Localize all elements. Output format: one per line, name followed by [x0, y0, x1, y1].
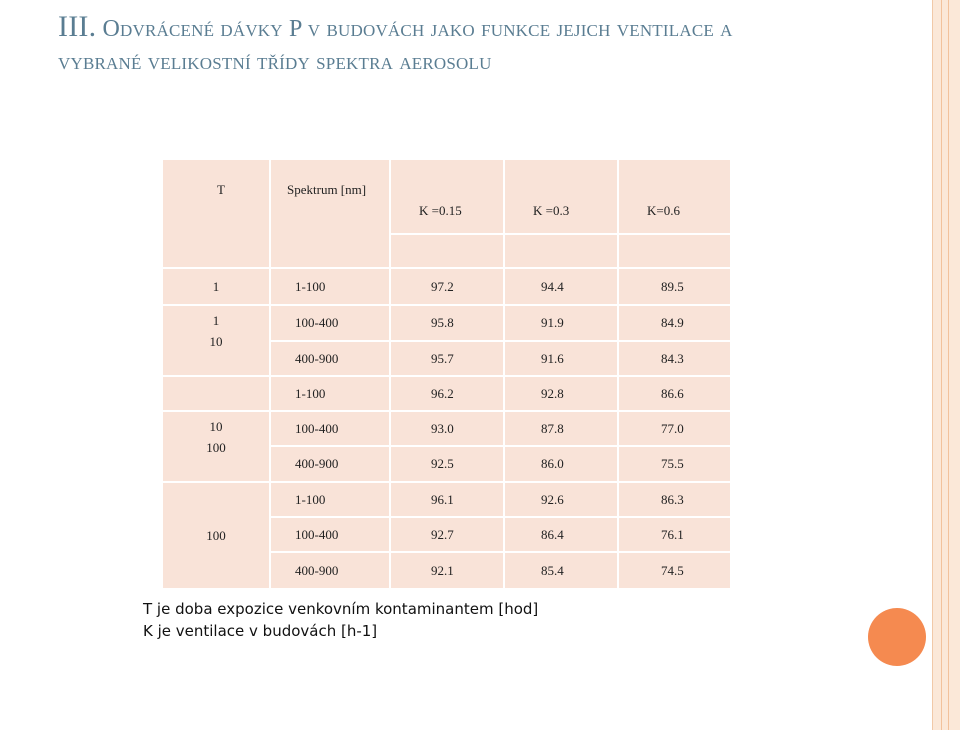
t-label: 1 10 — [161, 304, 271, 377]
value-cell: 89.5 — [617, 267, 732, 306]
t-label: 10 100 — [161, 410, 271, 483]
spacer-cell — [617, 233, 732, 269]
t-label: 100 — [161, 481, 271, 590]
slide-title: III. Odvrácené dávky P v budovách jako f… — [58, 10, 818, 79]
right-decorative-stripe — [932, 0, 960, 730]
table-header-row: T Spektrum [nm] K =0.15 K =0.3 K=0.6 — [161, 158, 732, 269]
value-cell: 97.2 — [389, 267, 505, 306]
spacer-cell — [389, 233, 505, 269]
footnote: T je doba expozice venkovním kontaminant… — [143, 598, 538, 642]
spectrum-cell: 1-100 — [269, 375, 391, 412]
value-cell: 86.0 — [503, 445, 619, 483]
header-k-06: K=0.6 — [617, 158, 732, 235]
table-spacer-row — [162, 233, 732, 269]
value-cell: 92.5 — [389, 445, 505, 483]
value-cell: 75.5 — [617, 445, 732, 483]
spectrum-cell: 100-400 — [269, 516, 391, 553]
value-cell: 96.2 — [389, 375, 505, 412]
value-cell: 86.3 — [617, 481, 732, 518]
dose-table-body: T Spektrum [nm] K =0.15 K =0.3 K=0.6 1 1… — [161, 158, 732, 590]
table-row: 1 10 100-400 95.8 91.9 84.9 — [161, 304, 732, 377]
slide-title-text: Odvrácené dávky P v budovách jako funkce… — [58, 16, 733, 75]
table-row: 400-900 92.1 85.4 74.5 — [162, 551, 732, 590]
value-cell: 93.0 — [389, 410, 505, 447]
table-row: 400-900 95.7 91.6 84.3 — [162, 340, 732, 377]
accent-circle — [868, 608, 926, 666]
header-spectrum: Spektrum [nm] — [269, 158, 391, 269]
spectrum-cell: 100-400 — [269, 304, 391, 342]
table-row: 1 1-100 97.2 94.4 89.5 — [161, 267, 732, 306]
value-cell: 87.8 — [503, 410, 619, 447]
table-row: 1-100 96.2 92.8 86.6 — [161, 375, 732, 412]
spectrum-cell: 400-900 — [269, 551, 391, 590]
value-cell: 92.7 — [389, 516, 505, 553]
table-row: 100 1-100 96.1 92.6 86.3 — [161, 481, 732, 590]
spectrum-cell: 400-900 — [269, 340, 391, 377]
dose-table: T Spektrum [nm] K =0.15 K =0.3 K=0.6 1 1… — [161, 158, 732, 590]
value-cell: 94.4 — [503, 267, 619, 306]
t-label: 1 — [161, 267, 271, 306]
value-cell: 76.1 — [617, 516, 732, 553]
value-cell: 91.9 — [503, 304, 619, 342]
header-k-03: K =0.3 — [503, 158, 619, 235]
value-cell: 91.6 — [503, 340, 619, 377]
value-cell: 95.7 — [389, 340, 505, 377]
t-label-empty — [161, 375, 271, 412]
table-row: 10 100 100-400 93.0 87.8 77.0 — [161, 410, 732, 483]
value-cell: 77.0 — [617, 410, 732, 447]
value-cell: 95.8 — [389, 304, 505, 342]
footnote-line-t: T je doba expozice venkovním kontaminant… — [143, 600, 539, 618]
spectrum-cell: 1-100 — [269, 267, 391, 306]
value-cell: 84.9 — [617, 304, 732, 342]
value-cell: 96.1 — [389, 481, 505, 518]
spectrum-cell: 400-900 — [269, 445, 391, 483]
value-cell: 92.6 — [503, 481, 619, 518]
table-row: 400-900 92.5 86.0 75.5 — [162, 445, 732, 483]
value-cell: 84.3 — [617, 340, 732, 377]
spectrum-cell: 1-100 — [269, 481, 391, 518]
header-t: T — [161, 158, 271, 269]
spacer-cell — [503, 233, 619, 269]
value-cell: 86.6 — [617, 375, 732, 412]
table-row: 100-400 92.7 86.4 76.1 — [162, 516, 732, 553]
header-k-015: K =0.15 — [389, 158, 505, 235]
value-cell: 86.4 — [503, 516, 619, 553]
value-cell: 92.8 — [503, 375, 619, 412]
value-cell: 85.4 — [503, 551, 619, 590]
value-cell: 74.5 — [617, 551, 732, 590]
spectrum-cell: 100-400 — [269, 410, 391, 447]
slide-title-number: III. — [58, 10, 97, 43]
stripe-inner-lines — [941, 0, 949, 730]
value-cell: 92.1 — [389, 551, 505, 590]
footnote-line-k: K je ventilace v budovách [h-1] — [143, 622, 378, 640]
